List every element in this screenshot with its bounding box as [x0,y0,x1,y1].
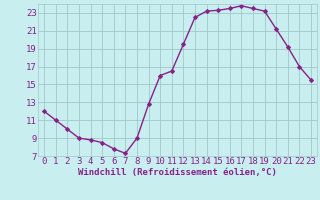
X-axis label: Windchill (Refroidissement éolien,°C): Windchill (Refroidissement éolien,°C) [78,168,277,177]
